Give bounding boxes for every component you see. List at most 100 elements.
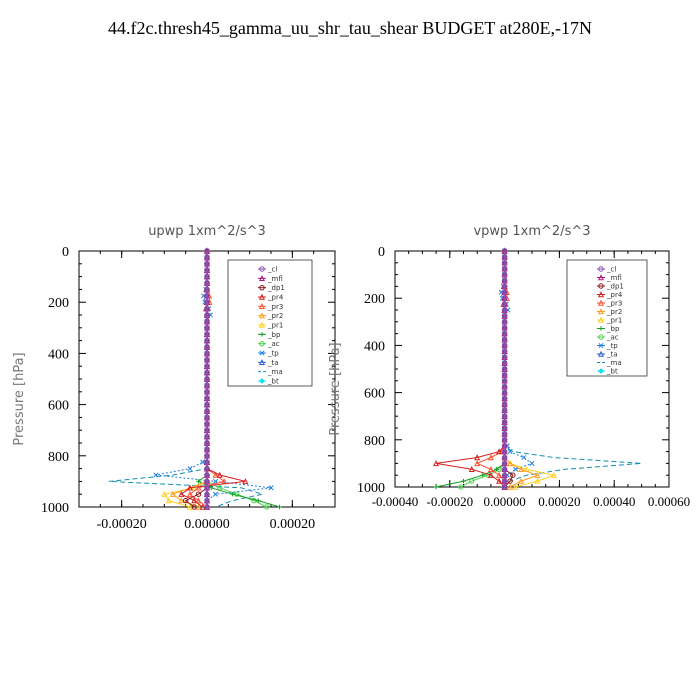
data-point <box>204 472 210 478</box>
legend-marker <box>598 368 604 374</box>
legend-marker <box>598 342 604 349</box>
legend: _cl_mfl_dp1_pr4_pr3_pr2_pr1_bp_ac_tp_ta_… <box>566 259 648 377</box>
data-point <box>200 459 206 465</box>
data-point <box>501 336 508 343</box>
data-point <box>204 344 210 350</box>
legend-label: _pr2 <box>267 312 283 320</box>
legend-marker <box>597 299 605 306</box>
data-point <box>501 389 508 396</box>
data-point <box>534 477 541 484</box>
data-point <box>501 425 508 431</box>
legend-box <box>566 259 648 377</box>
data-point <box>191 497 198 504</box>
data-point <box>204 363 210 369</box>
data-point <box>501 360 508 366</box>
legend-label: _mfl <box>267 275 283 283</box>
series-line <box>435 251 506 488</box>
legend-label: _bp <box>267 331 281 339</box>
legend-label: _ac <box>606 334 619 342</box>
data-point <box>204 401 210 408</box>
data-point <box>204 414 210 421</box>
x-tick-label: 0.00060 <box>648 494 690 509</box>
data-point <box>501 342 508 349</box>
data-point <box>501 454 508 461</box>
x-tick-label: 0.00020 <box>270 517 316 532</box>
legend-marker <box>259 266 265 272</box>
data-point <box>501 431 508 437</box>
series-pr1 <box>161 247 211 510</box>
y-tick-label: 200 <box>48 296 69 311</box>
legend: _cl_mfl_dp1_pr4_pr3_pr2_pr1_bp_ac_tp_ta_… <box>227 259 313 387</box>
data-point <box>433 460 440 467</box>
y-tick-label: 1000 <box>357 481 385 496</box>
data-point <box>204 453 210 459</box>
x-tick-label: -0.00020 <box>97 517 147 532</box>
x-tick-label: -0.00040 <box>372 494 419 509</box>
data-point <box>204 305 210 312</box>
data-point <box>507 460 514 467</box>
data-point <box>216 471 223 478</box>
data-point <box>501 366 508 372</box>
y-tick-label: 400 <box>364 339 385 354</box>
legend-marker <box>597 316 605 323</box>
legend-label: _bt <box>606 368 618 376</box>
legend-label: _ta <box>606 351 618 359</box>
data-point <box>496 477 503 484</box>
legend-marker <box>597 274 605 281</box>
data-point <box>204 273 210 280</box>
data-point <box>204 382 210 389</box>
data-point <box>153 472 159 478</box>
legend-marker <box>259 332 265 337</box>
data-point <box>161 490 168 497</box>
legend-label: _ma <box>606 359 622 367</box>
data-point <box>204 261 210 267</box>
data-point <box>178 490 185 497</box>
y-axis-label: Pressure [hPa] <box>328 342 343 435</box>
data-point <box>204 497 210 504</box>
y-tick-label: 0 <box>378 245 385 260</box>
series-pr2 <box>169 247 211 510</box>
data-point <box>204 427 210 433</box>
y-tick-label: 600 <box>48 399 69 414</box>
series-cl <box>204 248 210 510</box>
data-point <box>196 479 201 484</box>
data-point <box>433 484 439 490</box>
data-point <box>230 492 235 497</box>
data-point <box>468 465 475 472</box>
data-point <box>178 497 185 504</box>
data-point <box>195 503 202 510</box>
data-point <box>474 460 481 467</box>
legend-marker <box>598 266 604 272</box>
data-point <box>487 465 494 472</box>
data-point <box>204 369 210 376</box>
legend-marker <box>258 321 266 328</box>
data-point <box>501 437 508 443</box>
data-point <box>204 286 210 293</box>
data-point <box>204 395 210 401</box>
data-point <box>458 484 464 490</box>
series-cl <box>501 248 508 490</box>
data-point <box>277 504 282 510</box>
data-point <box>501 301 508 307</box>
data-point <box>204 318 210 325</box>
data-point <box>204 357 210 363</box>
y-tick-label: 1000 <box>41 501 69 516</box>
data-point <box>242 478 249 485</box>
data-point <box>496 448 503 455</box>
legend-marker <box>597 291 605 298</box>
legend-marker <box>259 340 265 347</box>
data-point <box>204 248 210 254</box>
y-axis-label: Pressure [hPa] <box>12 352 27 445</box>
data-point <box>501 419 508 425</box>
legend-label: _ma <box>267 368 283 376</box>
legend-marker <box>258 312 266 319</box>
y-tick-label: 600 <box>364 387 385 402</box>
legend-label: _bt <box>267 378 279 386</box>
data-point <box>494 467 499 472</box>
legend-marker <box>597 308 605 315</box>
data-point <box>204 465 210 472</box>
x-tick-label: 0.00000 <box>184 517 230 532</box>
legend-marker <box>258 359 266 366</box>
data-point <box>501 307 508 313</box>
data-point <box>187 466 193 472</box>
